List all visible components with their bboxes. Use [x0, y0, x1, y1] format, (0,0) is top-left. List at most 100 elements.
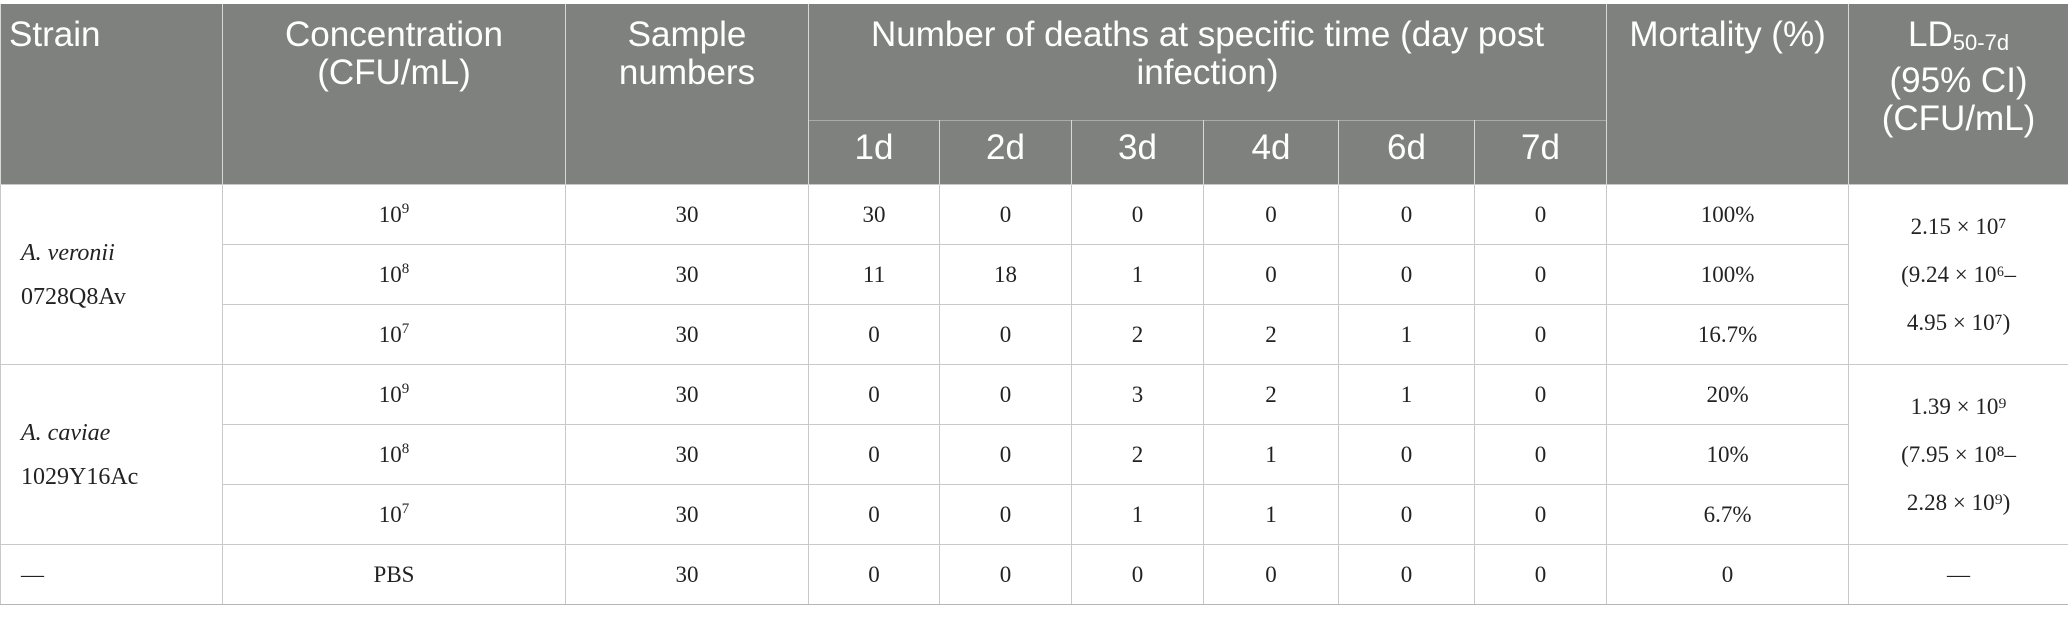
concentration-exponent: 9 [401, 380, 410, 397]
deaths-cell: 0 [1203, 544, 1339, 605]
deaths-cell: 1 [1071, 244, 1204, 305]
deaths-cell: 3 [1071, 364, 1204, 425]
sample-cell: 30 [565, 424, 809, 485]
header-ld50: LD50-7d (95% CI) (CFU/mL) [1848, 4, 2068, 185]
mortality-cell: 16.7% [1606, 304, 1850, 365]
deaths-cell: 2 [1203, 364, 1339, 425]
concentration-cell: 109 [222, 184, 566, 245]
strain-cell: A. caviae 1029Y16Ac [0, 364, 223, 545]
sample-cell: 30 [565, 304, 809, 365]
mortality-cell: 6.7% [1606, 484, 1850, 545]
table-row: 108 30 11 18 1 0 0 0 100% [1, 244, 2068, 305]
strain-species: A. caviae [21, 419, 111, 446]
header-day-6d: 6d [1338, 120, 1475, 185]
deaths-cell: 1 [1071, 484, 1204, 545]
header-deaths: Number of deaths at specific time (day p… [807, 4, 1608, 121]
deaths-cell: 2 [1071, 304, 1204, 365]
deaths-cell: 0 [939, 364, 1072, 425]
deaths-cell: 0 [1203, 184, 1339, 245]
deaths-cell: 0 [808, 484, 940, 545]
deaths-cell: 0 [1473, 244, 1608, 305]
deaths-cell: 0 [808, 424, 940, 485]
header-day-3d: 3d [1071, 120, 1204, 185]
deaths-cell: 0 [1338, 424, 1475, 485]
strain-cell: A. veronii 0728Q8Av [0, 184, 223, 365]
deaths-cell: 30 [808, 184, 940, 245]
ld50-line: 2.28 × 10⁹) [1906, 489, 2011, 515]
deaths-cell: 11 [808, 244, 940, 305]
sample-cell: 30 [565, 364, 809, 425]
mortality-cell: 10% [1606, 424, 1850, 485]
deaths-cell: 0 [808, 304, 940, 365]
deaths-cell: 0 [939, 424, 1072, 485]
deaths-cell: 2 [1203, 304, 1339, 365]
concentration-exponent: 8 [401, 260, 410, 277]
header-sample-numbers: Sample numbers [565, 4, 809, 185]
header-concentration: Concentration (CFU/mL) [222, 4, 566, 185]
deaths-cell: 1 [1203, 424, 1339, 485]
concentration-cell: 108 [222, 424, 566, 485]
strain-species: A. veronii [21, 239, 115, 266]
header-day-1d: 1d [808, 120, 940, 185]
deaths-cell: 0 [939, 544, 1072, 605]
concentration-exponent: 7 [401, 500, 410, 517]
ld50-cell: 1.39 × 10⁹ (7.95 × 10⁸– 2.28 × 10⁹) [1848, 364, 2068, 545]
deaths-cell: 0 [1473, 304, 1608, 365]
control-sample: 30 [565, 544, 809, 605]
deaths-cell: 18 [939, 244, 1072, 305]
deaths-cell: 0 [939, 184, 1072, 245]
ld50-line: (7.95 × 10⁸– [1901, 441, 2016, 467]
control-strain: — [0, 544, 223, 605]
ld50-cell: 2.15 × 10⁷ (9.24 × 10⁶– 4.95 × 10⁷) [1848, 184, 2068, 365]
header-ld50-subscript: 50-7d [1952, 30, 2010, 55]
concentration-exponent: 7 [401, 320, 410, 337]
concentration-base: 10 [378, 441, 402, 467]
table-row: A. veronii 0728Q8Av 109 30 30 0 0 0 0 0 100% 2.15 ×… [0, 184, 2068, 365]
ld50-line: 4.95 × 10⁷) [1906, 309, 2011, 335]
concentration-base: 10 [378, 381, 402, 407]
deaths-cell: 0 [1071, 544, 1204, 605]
deaths-cell: 0 [1338, 544, 1475, 605]
control-concentration: PBS [222, 544, 566, 605]
header-mortality: Mortality (%) [1606, 4, 1850, 185]
deaths-cell: 1 [1338, 364, 1475, 425]
table-row: 107 30 0 0 1 1 0 0 6.7% [1, 484, 2068, 545]
ld50-line: 2.15 × 10⁷ [1910, 213, 2007, 239]
table-row: 108 30 0 0 2 1 0 0 10% [1, 424, 2068, 485]
header-day-2d: 2d [939, 120, 1072, 185]
ld50-line: (9.24 × 10⁶– [1901, 261, 2016, 287]
concentration-cell: 107 [222, 304, 566, 365]
header-ld50-unit: (CFU/mL) [1881, 99, 2036, 138]
mortality-cell: 100% [1606, 244, 1850, 305]
header-day-4d: 4d [1203, 120, 1339, 185]
sample-cell: 30 [565, 484, 809, 545]
deaths-cell: 1 [1203, 484, 1339, 545]
concentration-base: 10 [378, 501, 402, 527]
ld50-line: 1.39 × 10⁹ [1910, 393, 2007, 419]
sample-cell: 30 [565, 184, 809, 245]
header-strain: Strain [0, 4, 223, 185]
header-day-7d: 7d [1473, 120, 1608, 185]
mortality-cell: 100% [1606, 184, 1850, 245]
deaths-cell: 0 [1071, 184, 1204, 245]
control-row: — PBS 30 0 0 0 0 0 0 0— [0, 544, 2068, 605]
deaths-cell: 2 [1071, 424, 1204, 485]
table-row: 107 30 0 0 2 2 1 0 16.7% [1, 304, 2068, 365]
deaths-cell: 0 [939, 484, 1072, 545]
deaths-cell: 0 [939, 304, 1072, 365]
concentration-cell: 107 [222, 484, 566, 545]
strain-id: 1029Y16Ac [21, 463, 139, 490]
concentration-exponent: 8 [401, 440, 410, 457]
deaths-cell: 0 [1473, 424, 1608, 485]
deaths-cell: 0 [1473, 544, 1608, 605]
header-ld50-label: LD [1908, 15, 1953, 54]
concentration-base: 10 [378, 321, 402, 347]
deaths-cell: 0 [1473, 184, 1608, 245]
deaths-cell: 0 [1203, 244, 1339, 305]
control-mortality: 0 [1606, 544, 1850, 605]
concentration-base: 10 [378, 261, 402, 287]
deaths-cell: 1 [1338, 304, 1475, 365]
mortality-cell: 20% [1606, 364, 1850, 425]
concentration-exponent: 9 [401, 200, 410, 217]
deaths-cell: 0 [808, 364, 940, 425]
